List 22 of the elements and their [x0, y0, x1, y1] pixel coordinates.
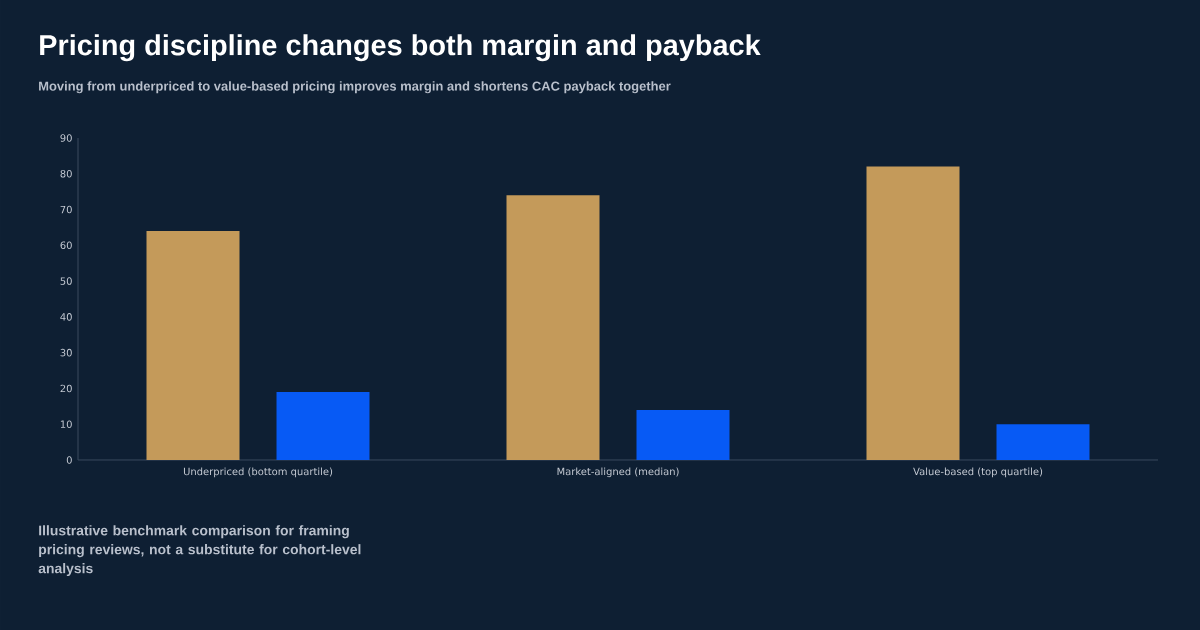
bar — [636, 409, 730, 460]
y-tick-label: 80 — [60, 169, 72, 178]
chart-title: Pricing discipline changes both margin and payback — [40, 34, 761, 62]
y-tick-label: 10 — [60, 420, 72, 428]
y-tick-label: 90 — [60, 134, 72, 142]
chart-subtitle: Moving from underpriced to value-based pricing improves margin and shortens CAC payback together — [39, 81, 671, 94]
y-tick-label: 60 — [60, 241, 72, 250]
y-tick-label: 50 — [60, 277, 72, 285]
bar — [276, 392, 370, 460]
x-tick-label: Value-based (top quartile) — [913, 467, 1043, 478]
text: Illustrative benchmark comparison for framing pricing reviews, not a substitute for cohort-level analysis — [38, 525, 361, 577]
y-tick-label: 70 — [60, 205, 72, 214]
bar — [146, 231, 240, 460]
y-tick-label: 0 — [66, 456, 72, 464]
y-tick-label: 40 — [60, 313, 72, 321]
bar — [866, 166, 960, 460]
y-tick-label: 20 — [60, 384, 72, 393]
bar — [996, 424, 1090, 460]
x-tick-label: Market-aligned (median) — [557, 467, 679, 478]
y-tick-label: 30 — [60, 348, 72, 357]
x-tick-label: Underpriced (bottom quartile) — [183, 467, 333, 478]
bar — [506, 195, 600, 460]
